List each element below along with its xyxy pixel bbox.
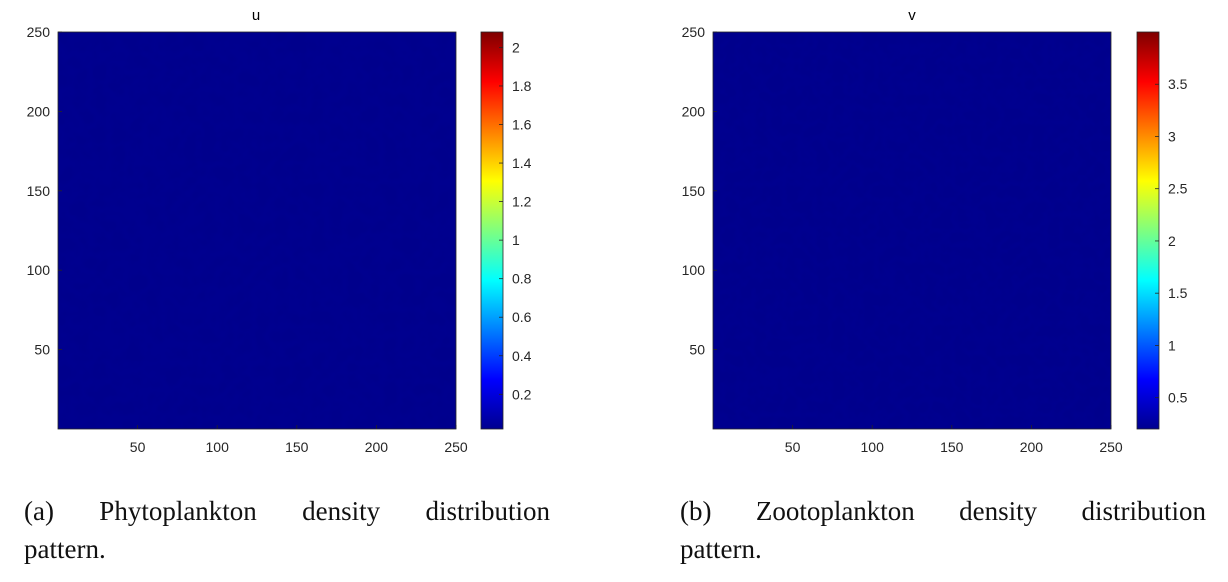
- heatmap-v-frame: [712, 31, 1112, 430]
- colorbar-tick-label-u: 0.6: [512, 309, 532, 325]
- heatmap-u: u 50 100 150 200 250 50 100 150 200 250: [27, 7, 468, 455]
- colorbar-u: 0.2 0.4 0.6 0.8 1 1.2 1.4 1.6 1.8 2: [480, 31, 532, 430]
- colorbar-tick-label-u: 2: [512, 39, 520, 55]
- x-tick-label-v: 50: [785, 439, 801, 455]
- colorbar-u-gradient: [480, 31, 504, 430]
- colorbar-tick-label-v: 1.5: [1168, 285, 1188, 301]
- y-tick-label-u: 250: [27, 24, 51, 40]
- colorbar-v: 0.5 1 1.5 2 2.5 3 3.5: [1136, 31, 1188, 430]
- heatmap-u-frame: [57, 31, 457, 430]
- caption-b-line1: (b) Zootoplankton density distribution: [680, 496, 1206, 526]
- colorbar-tick-label-v: 3.5: [1168, 76, 1188, 92]
- y-tick-label-v: 150: [682, 183, 706, 199]
- y-tick-label-v: 250: [682, 24, 706, 40]
- x-tick-label-v: 100: [861, 439, 885, 455]
- colorbar-tick-label-v: 3: [1168, 128, 1176, 144]
- colorbar-tick-label-u: 1.4: [512, 155, 532, 171]
- x-tick-label-u: 100: [206, 439, 230, 455]
- heatmap-v-field: [713, 32, 1111, 429]
- axes-u: 50 100 150 200 250 50 100 150 200 250: [27, 24, 468, 455]
- colorbar-tick-label-u: 0.8: [512, 271, 532, 287]
- colorbar-tick-label-u: 1.2: [512, 194, 532, 210]
- x-tick-label-u: 150: [285, 439, 309, 455]
- y-tick-label-v: 200: [682, 103, 706, 119]
- y-tick-label-v: 50: [689, 342, 705, 358]
- y-tick-label-u: 200: [27, 103, 51, 119]
- colorbar-tick-label-v: 2: [1168, 233, 1176, 249]
- y-tick-label-v: 100: [682, 262, 706, 278]
- heatmap-v: v 50 100 150 200 250 50 100 150 200 250: [682, 7, 1123, 455]
- colorbar-v-gradient: [1136, 31, 1160, 430]
- x-tick-label-v: 150: [940, 439, 964, 455]
- caption-a: (a) Phytoplankton density distribution p…: [24, 492, 550, 568]
- colorbar-tick-label-u: 0.4: [512, 348, 532, 364]
- axes-v: 50 100 150 200 250 50 100 150 200 250: [682, 24, 1123, 455]
- colorbar-tick-label-u: 0.2: [512, 386, 532, 402]
- colorbar-tick-label-u: 1: [512, 232, 520, 248]
- x-tick-label-u: 50: [130, 439, 146, 455]
- colorbar-tick-label-v: 1: [1168, 337, 1176, 353]
- caption-a-line2: pattern.: [24, 534, 106, 564]
- x-tick-label-v: 250: [1099, 439, 1123, 455]
- x-tick-label-u: 200: [365, 439, 389, 455]
- colorbar-tick-label-v: 0.5: [1168, 390, 1188, 406]
- colorbar-v-ticks: 0.5 1 1.5 2 2.5 3 3.5: [1155, 76, 1188, 406]
- y-tick-label-u: 150: [27, 183, 51, 199]
- heatmap-u-field: [58, 32, 456, 429]
- caption-b-line2: pattern.: [680, 534, 762, 564]
- y-tick-label-u: 100: [27, 262, 51, 278]
- colorbar-u-ticks: 0.2 0.4 0.6 0.8 1 1.2 1.4 1.6 1.8 2: [499, 39, 532, 402]
- colorbar-tick-label-u: 1.6: [512, 117, 532, 133]
- caption-b: (b) Zootoplankton density distribution p…: [680, 492, 1206, 568]
- chart-title-v: v: [908, 7, 916, 24]
- caption-a-line1: (a) Phytoplankton density distribution: [24, 496, 550, 526]
- chart-title-u: u: [252, 7, 260, 24]
- colorbar-tick-label-v: 2.5: [1168, 181, 1188, 197]
- y-tick-label-u: 50: [34, 342, 50, 358]
- x-tick-label-u: 250: [444, 439, 468, 455]
- colorbar-tick-label-u: 1.8: [512, 78, 532, 94]
- x-tick-label-v: 200: [1020, 439, 1044, 455]
